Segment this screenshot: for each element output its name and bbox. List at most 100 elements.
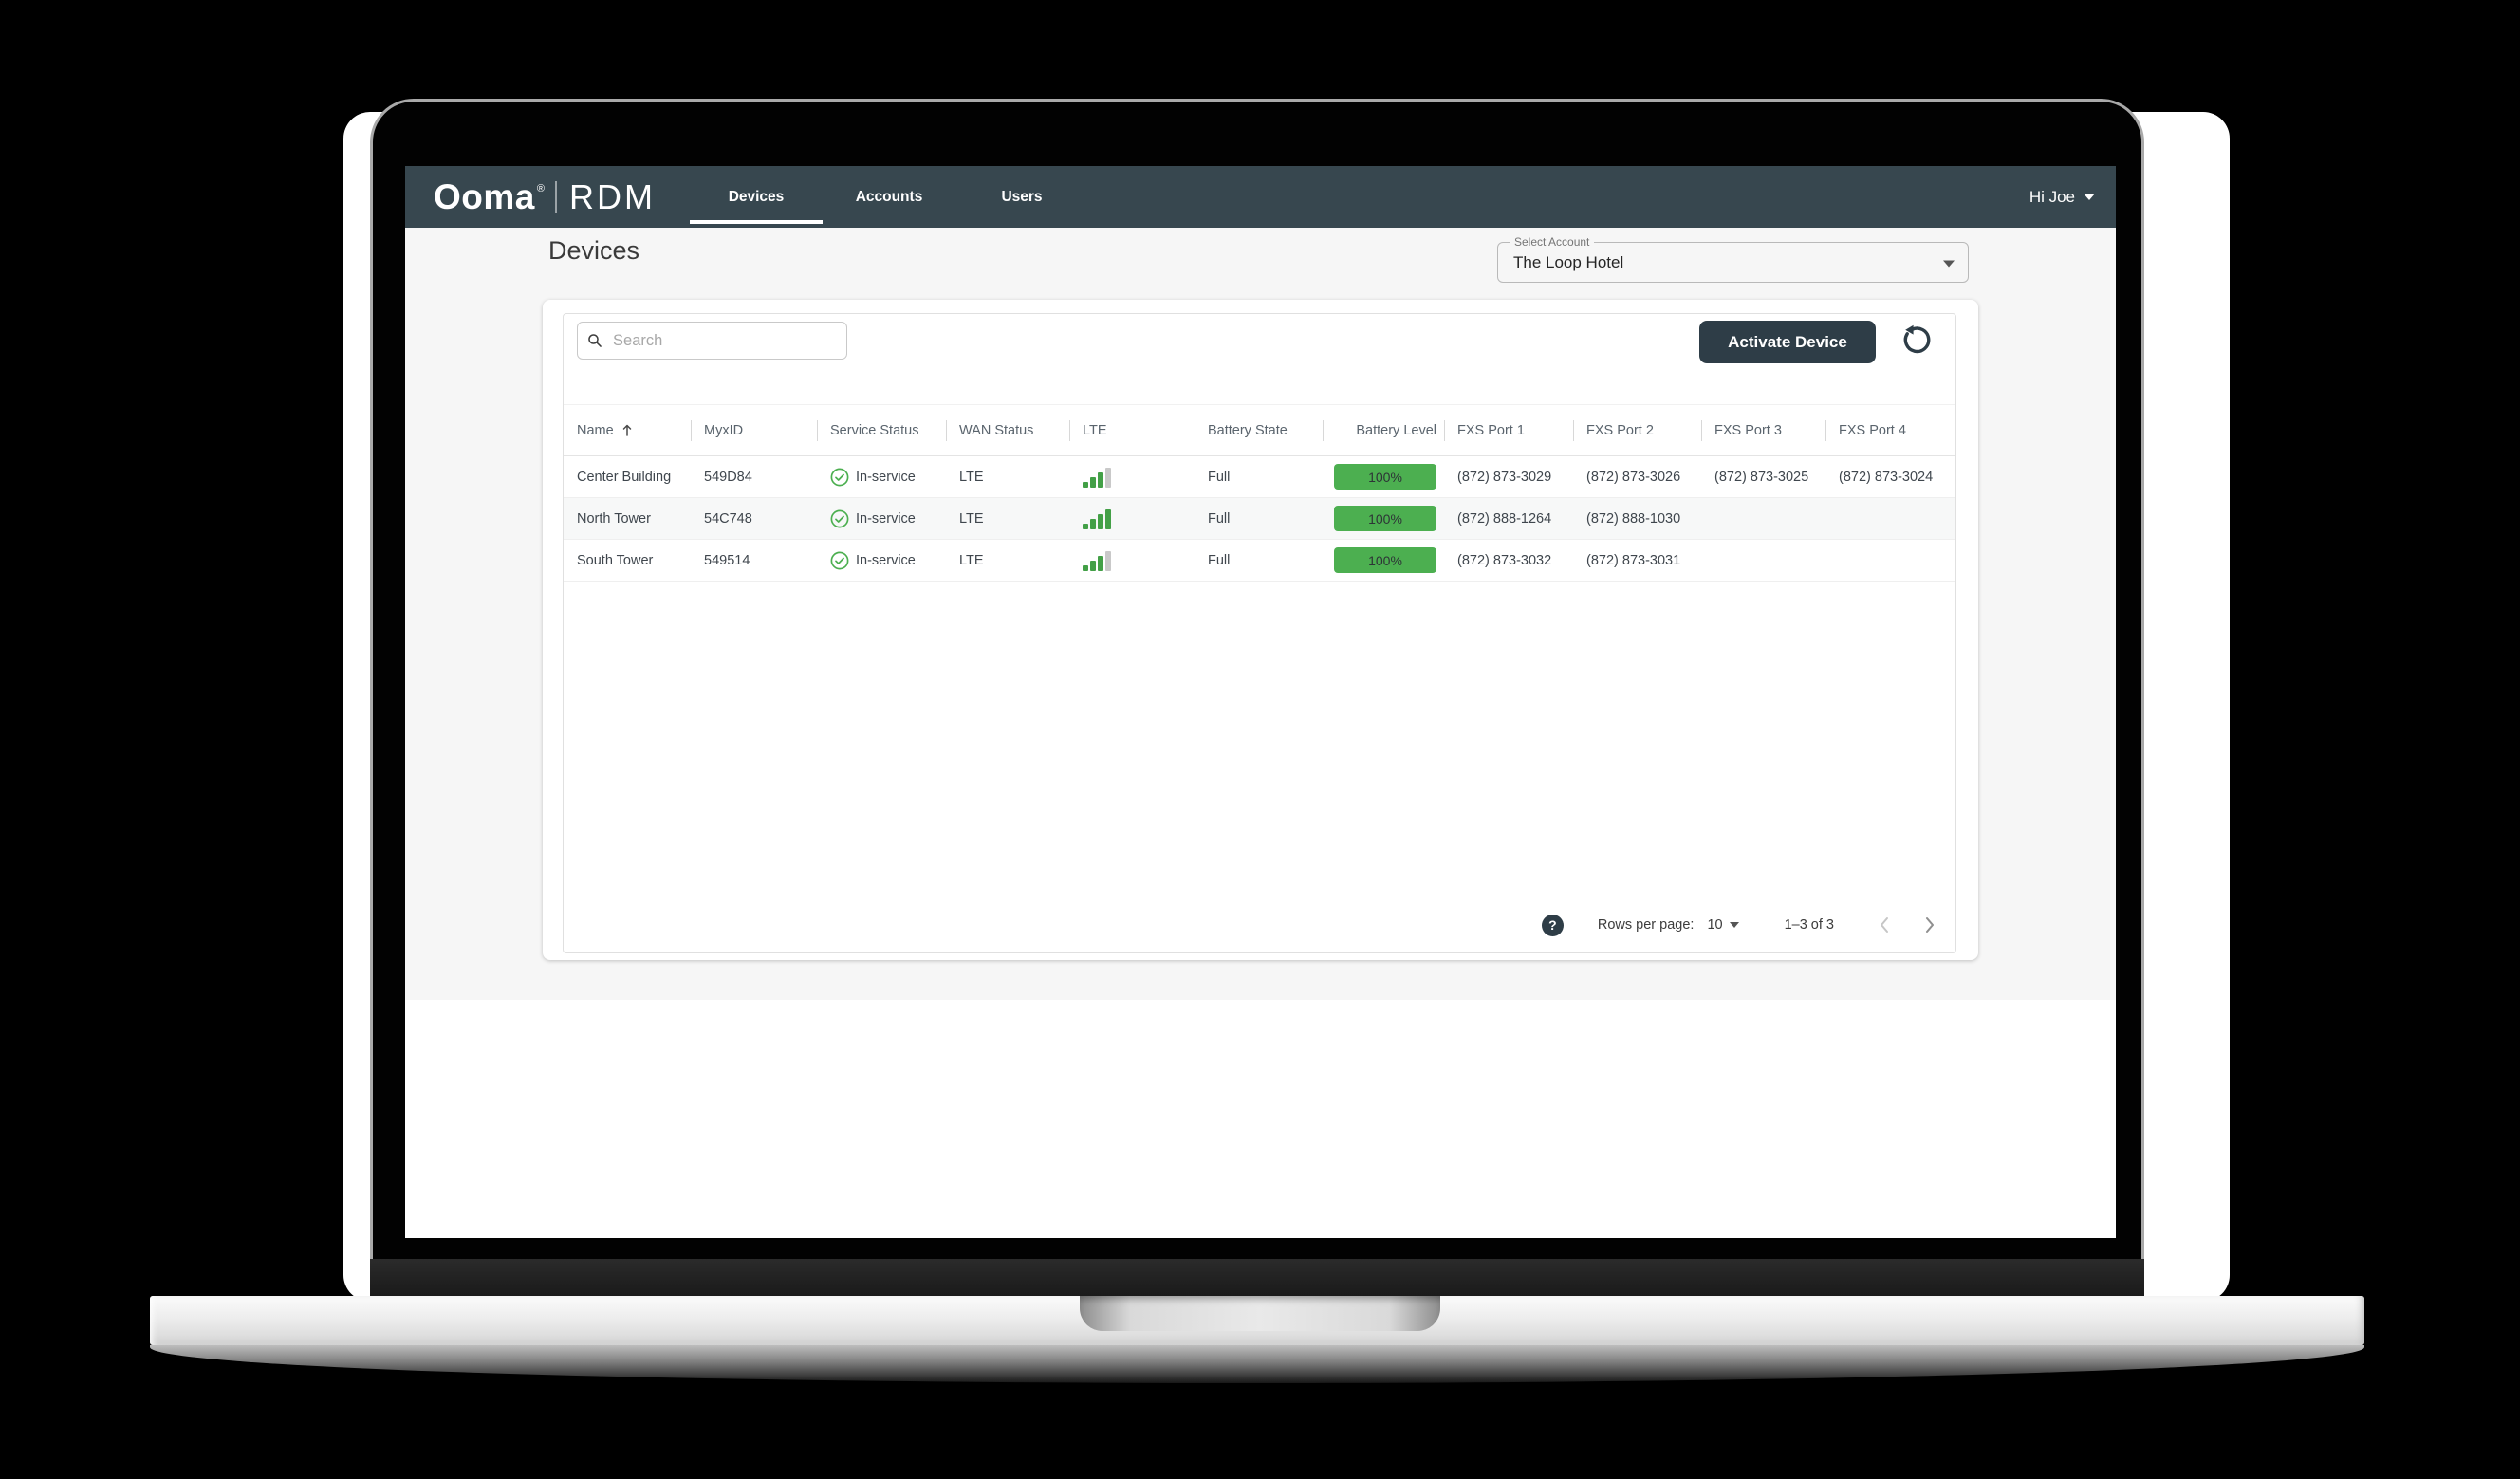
column-header-fxs-port-4[interactable]: FXS Port 4 [1825,423,1953,438]
cell-service-status: In-service [817,551,946,570]
chevron-left-icon [1881,917,1888,933]
page-title: Devices [548,236,640,265]
cell-service-status: In-service [817,468,946,487]
sort-ascending-icon [622,424,631,436]
tab-users[interactable]: Users [955,166,1088,228]
column-header-service-status[interactable]: Service Status [817,423,946,438]
chevron-right-icon [1926,917,1934,933]
service-status-label: In-service [856,469,916,485]
activate-device-button[interactable]: Activate Device [1699,321,1876,363]
lte-signal-icon [1083,550,1111,571]
cell-battery-state: Full [1208,469,1231,485]
user-menu[interactable]: Hi Joe [2029,166,2095,228]
cell-fxs-port-2: (872) 873-3031 [1586,552,1681,568]
refresh-button[interactable] [1897,323,1935,361]
search-box [577,322,847,360]
column-header-fxs-port-2[interactable]: FXS Port 2 [1573,423,1701,438]
cell-fxs-port-1: (872) 888-1264 [1457,510,1552,527]
cell-fxs-port-2: (872) 888-1030 [1586,510,1681,527]
cell-name: South Tower [577,552,654,568]
cell-wan-status: LTE [959,510,984,527]
account-select-value: The Loop Hotel [1513,252,1624,271]
nav-tabs: Devices Accounts Users [690,166,1088,228]
column-header-name-label: Name [577,422,614,438]
tab-users-label: Users [1001,188,1043,205]
cell-battery-state: Full [1208,552,1231,568]
battery-level-badge: 100% [1334,506,1436,531]
cell-battery-level: 100% [1323,547,1444,573]
chevron-down-icon [1943,260,1955,268]
search-icon [588,334,602,347]
table-empty-space [564,582,1955,897]
table-row[interactable]: North Tower 54C748 In-service LTE Full 1… [564,498,1955,540]
table-footer: ? Rows per page: 10 1–3 of 3 [564,897,1955,952]
cell-myxid: 549514 [704,552,750,568]
column-header-lte[interactable]: LTE [1069,423,1195,438]
top-navbar: Ooma ® RDM Devices Accounts Users Hi Joe [405,166,2116,228]
devices-table-panel: Activate Device Name [563,313,1956,953]
cell-wan-status: LTE [959,552,984,568]
cell-name: North Tower [577,510,651,527]
table-row[interactable]: Center Building 549D84 In-service LTE Fu… [564,456,1955,498]
tab-devices[interactable]: Devices [690,166,823,228]
tab-accounts[interactable]: Accounts [823,166,955,228]
tab-accounts-label: Accounts [855,188,923,205]
cell-fxs-port-2: (872) 873-3026 [1586,469,1681,485]
laptop-lid-notch [1080,1296,1440,1331]
rows-per-page-label: Rows per page: [1597,917,1695,933]
next-page-button[interactable] [1923,915,1936,934]
column-header-name[interactable]: Name [564,423,691,438]
cell-fxs-port-4: (872) 873-3024 [1839,469,1934,485]
service-status-label: In-service [856,510,916,527]
column-header-battery-level[interactable]: Battery Level [1323,423,1444,438]
table-row[interactable]: South Tower 549514 In-service LTE Full 1… [564,540,1955,582]
cell-lte [1069,467,1195,488]
cell-fxs-port-1: (872) 873-3032 [1457,552,1552,568]
laptop-base-shadow [150,1345,2364,1383]
account-select-label: Select Account [1510,235,1595,249]
pagination-range: 1–3 of 3 [1784,917,1834,933]
cell-name: Center Building [577,469,672,485]
brand-name: Ooma [434,176,535,216]
column-header-fxs-port-3[interactable]: FXS Port 3 [1701,423,1825,438]
rows-per-page-select[interactable]: 10 [1707,917,1739,933]
cell-battery-level: 100% [1323,464,1444,490]
column-header-battery-state[interactable]: Battery State [1195,423,1323,438]
previous-page-button[interactable] [1878,915,1891,934]
check-circle-icon [830,551,849,569]
cell-fxs-port-1: (872) 873-3029 [1457,469,1552,485]
cell-battery-level: 100% [1323,506,1444,531]
column-header-fxs-port-1[interactable]: FXS Port 1 [1444,423,1573,438]
check-circle-icon [830,509,849,527]
check-circle-icon [830,468,849,486]
table-toolbar: Activate Device [564,314,1955,367]
registered-mark: ® [536,182,545,194]
lte-signal-icon [1083,467,1111,488]
brand-logo: Ooma ® RDM [434,166,656,228]
account-select[interactable]: Select Account The Loop Hotel [1497,235,1969,283]
brand-product: RDM [568,176,656,216]
refresh-icon [1903,324,1931,354]
chevron-down-icon [2084,194,2095,200]
column-header-wan-status[interactable]: WAN Status [946,423,1069,438]
battery-level-badge: 100% [1334,464,1436,490]
laptop-hinge [370,1259,2144,1296]
chevron-down-icon [1729,922,1739,928]
battery-level-badge: 100% [1334,547,1436,573]
devices-card: Activate Device Name [543,300,1978,960]
cell-lte [1069,550,1195,571]
tab-devices-label: Devices [728,188,785,205]
table-header: Name MyxID Service Status WAN Status LTE… [564,404,1955,456]
column-header-myxid[interactable]: MyxID [691,423,817,438]
cell-lte [1069,508,1195,529]
user-menu-label: Hi Joe [2029,187,2075,206]
cell-fxs-port-3: (872) 873-3025 [1714,469,1809,485]
lte-signal-icon [1083,508,1111,529]
cell-battery-state: Full [1208,510,1231,527]
search-input[interactable] [611,330,837,351]
rows-per-page-value: 10 [1707,917,1723,933]
help-icon[interactable]: ? [1541,914,1564,936]
cell-service-status: In-service [817,509,946,528]
service-status-label: In-service [856,552,916,568]
